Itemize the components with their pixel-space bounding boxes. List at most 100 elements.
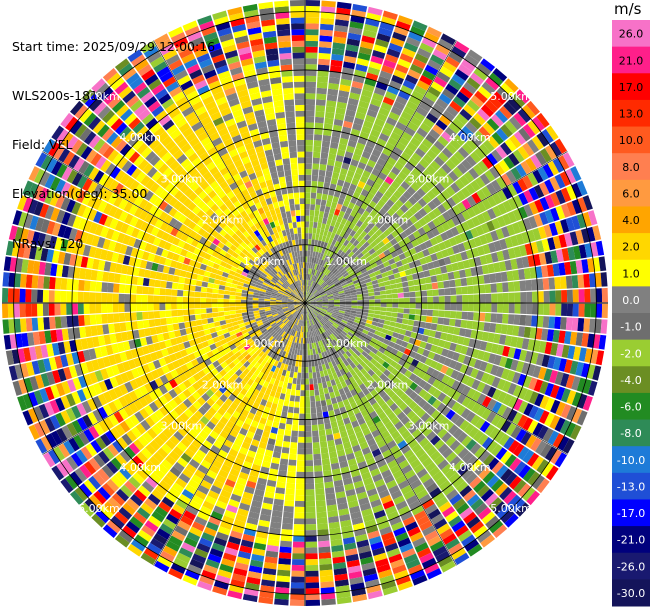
ppi-gate [554,138,568,154]
ppi-gate [382,10,398,21]
ppi-gate [309,319,313,326]
ppi-gate [255,348,262,355]
ppi-gate [544,144,557,160]
ppi-gate [226,322,233,329]
ppi-gate [375,558,389,568]
ppi-gate [281,350,287,358]
ppi-gate [532,422,544,437]
ppi-gate [299,413,305,420]
ppi-gate [428,268,437,277]
ppi-gate [444,295,451,303]
ppi-gate [8,365,18,381]
ppi-gate [321,458,331,466]
ppi-gate [344,49,358,58]
ppi-gate [313,465,323,472]
ppi-gate [378,233,387,241]
ppi-gate [305,500,316,507]
ppi-gate [270,304,277,307]
ppi-gate [328,354,334,362]
ppi-gate [404,209,414,219]
ppi-gate [386,269,394,276]
ppi-gate [575,259,584,274]
ppi-gate [254,355,261,362]
ppi-gate [139,259,148,269]
ppi-gate [330,316,337,321]
ppi-gate [264,368,271,376]
ppi-gate [518,268,526,280]
ppi-gate [234,457,245,467]
ppi-gate [31,289,38,303]
ppi-gate [333,306,340,309]
ppi-gate [319,394,326,401]
ppi-gate [359,383,367,391]
ppi-gate [173,268,182,277]
ppi-gate [342,352,349,360]
ppi-gate [314,210,320,217]
ppi-gate [476,381,486,393]
ppi-gate [513,131,527,145]
ppi-gate [290,588,305,595]
ppi-gate [246,303,253,306]
ppi-gate [226,504,238,514]
ppi-gate [82,244,91,257]
ppi-gate [336,1,352,10]
ppi-gate [112,303,119,313]
ppi-gate [371,373,379,381]
ppi-gate [333,299,340,302]
ppi-gate [373,343,381,351]
ppi-gate [493,163,506,176]
ppi-gate [43,317,50,330]
ppi-gate [322,411,329,419]
ppi-gate [323,338,329,345]
ppi-gate [325,262,331,269]
ppi-gate [378,252,386,260]
ppi-gate [512,269,520,281]
ppi-gate [305,384,310,391]
ppi-gate [298,431,305,438]
ppi-gate [416,80,430,91]
ppi-gate [371,402,381,411]
ppi-gate [319,435,327,443]
ppi-gate [473,294,480,303]
ppi-gate [465,472,478,485]
ppi-gate [140,552,156,566]
ppi-gate [328,189,335,196]
ppi-gate [253,312,260,317]
ppi-gate [106,293,113,303]
ppi-gate [324,117,334,125]
ppi-gate [348,222,356,230]
ppi-gate [372,333,380,340]
ppi-gate [381,271,389,278]
ppi-gate [230,317,238,323]
ppi-gate [297,366,302,373]
ppi-gate [577,274,585,288]
ppi-gate [415,433,426,444]
ppi-gate [50,430,63,446]
ppi-gate [222,373,231,382]
ppi-gate [491,192,503,205]
ppi-gate [507,314,515,325]
ppi-gate [582,211,592,227]
ppi-gate [207,338,215,346]
ppi-gate [325,312,332,317]
ppi-gate [422,477,435,489]
ppi-gate [259,311,266,315]
ppi-gate [472,430,484,442]
ppi-gate [270,330,277,336]
ppi-gate [36,289,44,303]
ppi-gate [298,419,305,426]
ppi-gate [251,324,259,330]
ppi-gate [387,411,397,421]
ppi-gate [504,120,518,134]
ppi-gate [422,96,435,108]
ppi-gate [340,217,348,226]
ppi-gate [410,331,418,339]
ppi-gate [305,46,318,53]
ppi-gate [325,322,331,328]
ppi-gate [466,277,474,286]
ppi-gate [406,186,416,196]
ppi-gate [335,154,344,163]
ppi-gate [397,425,408,435]
ppi-gate [452,352,461,362]
ppi-gate [244,321,251,326]
